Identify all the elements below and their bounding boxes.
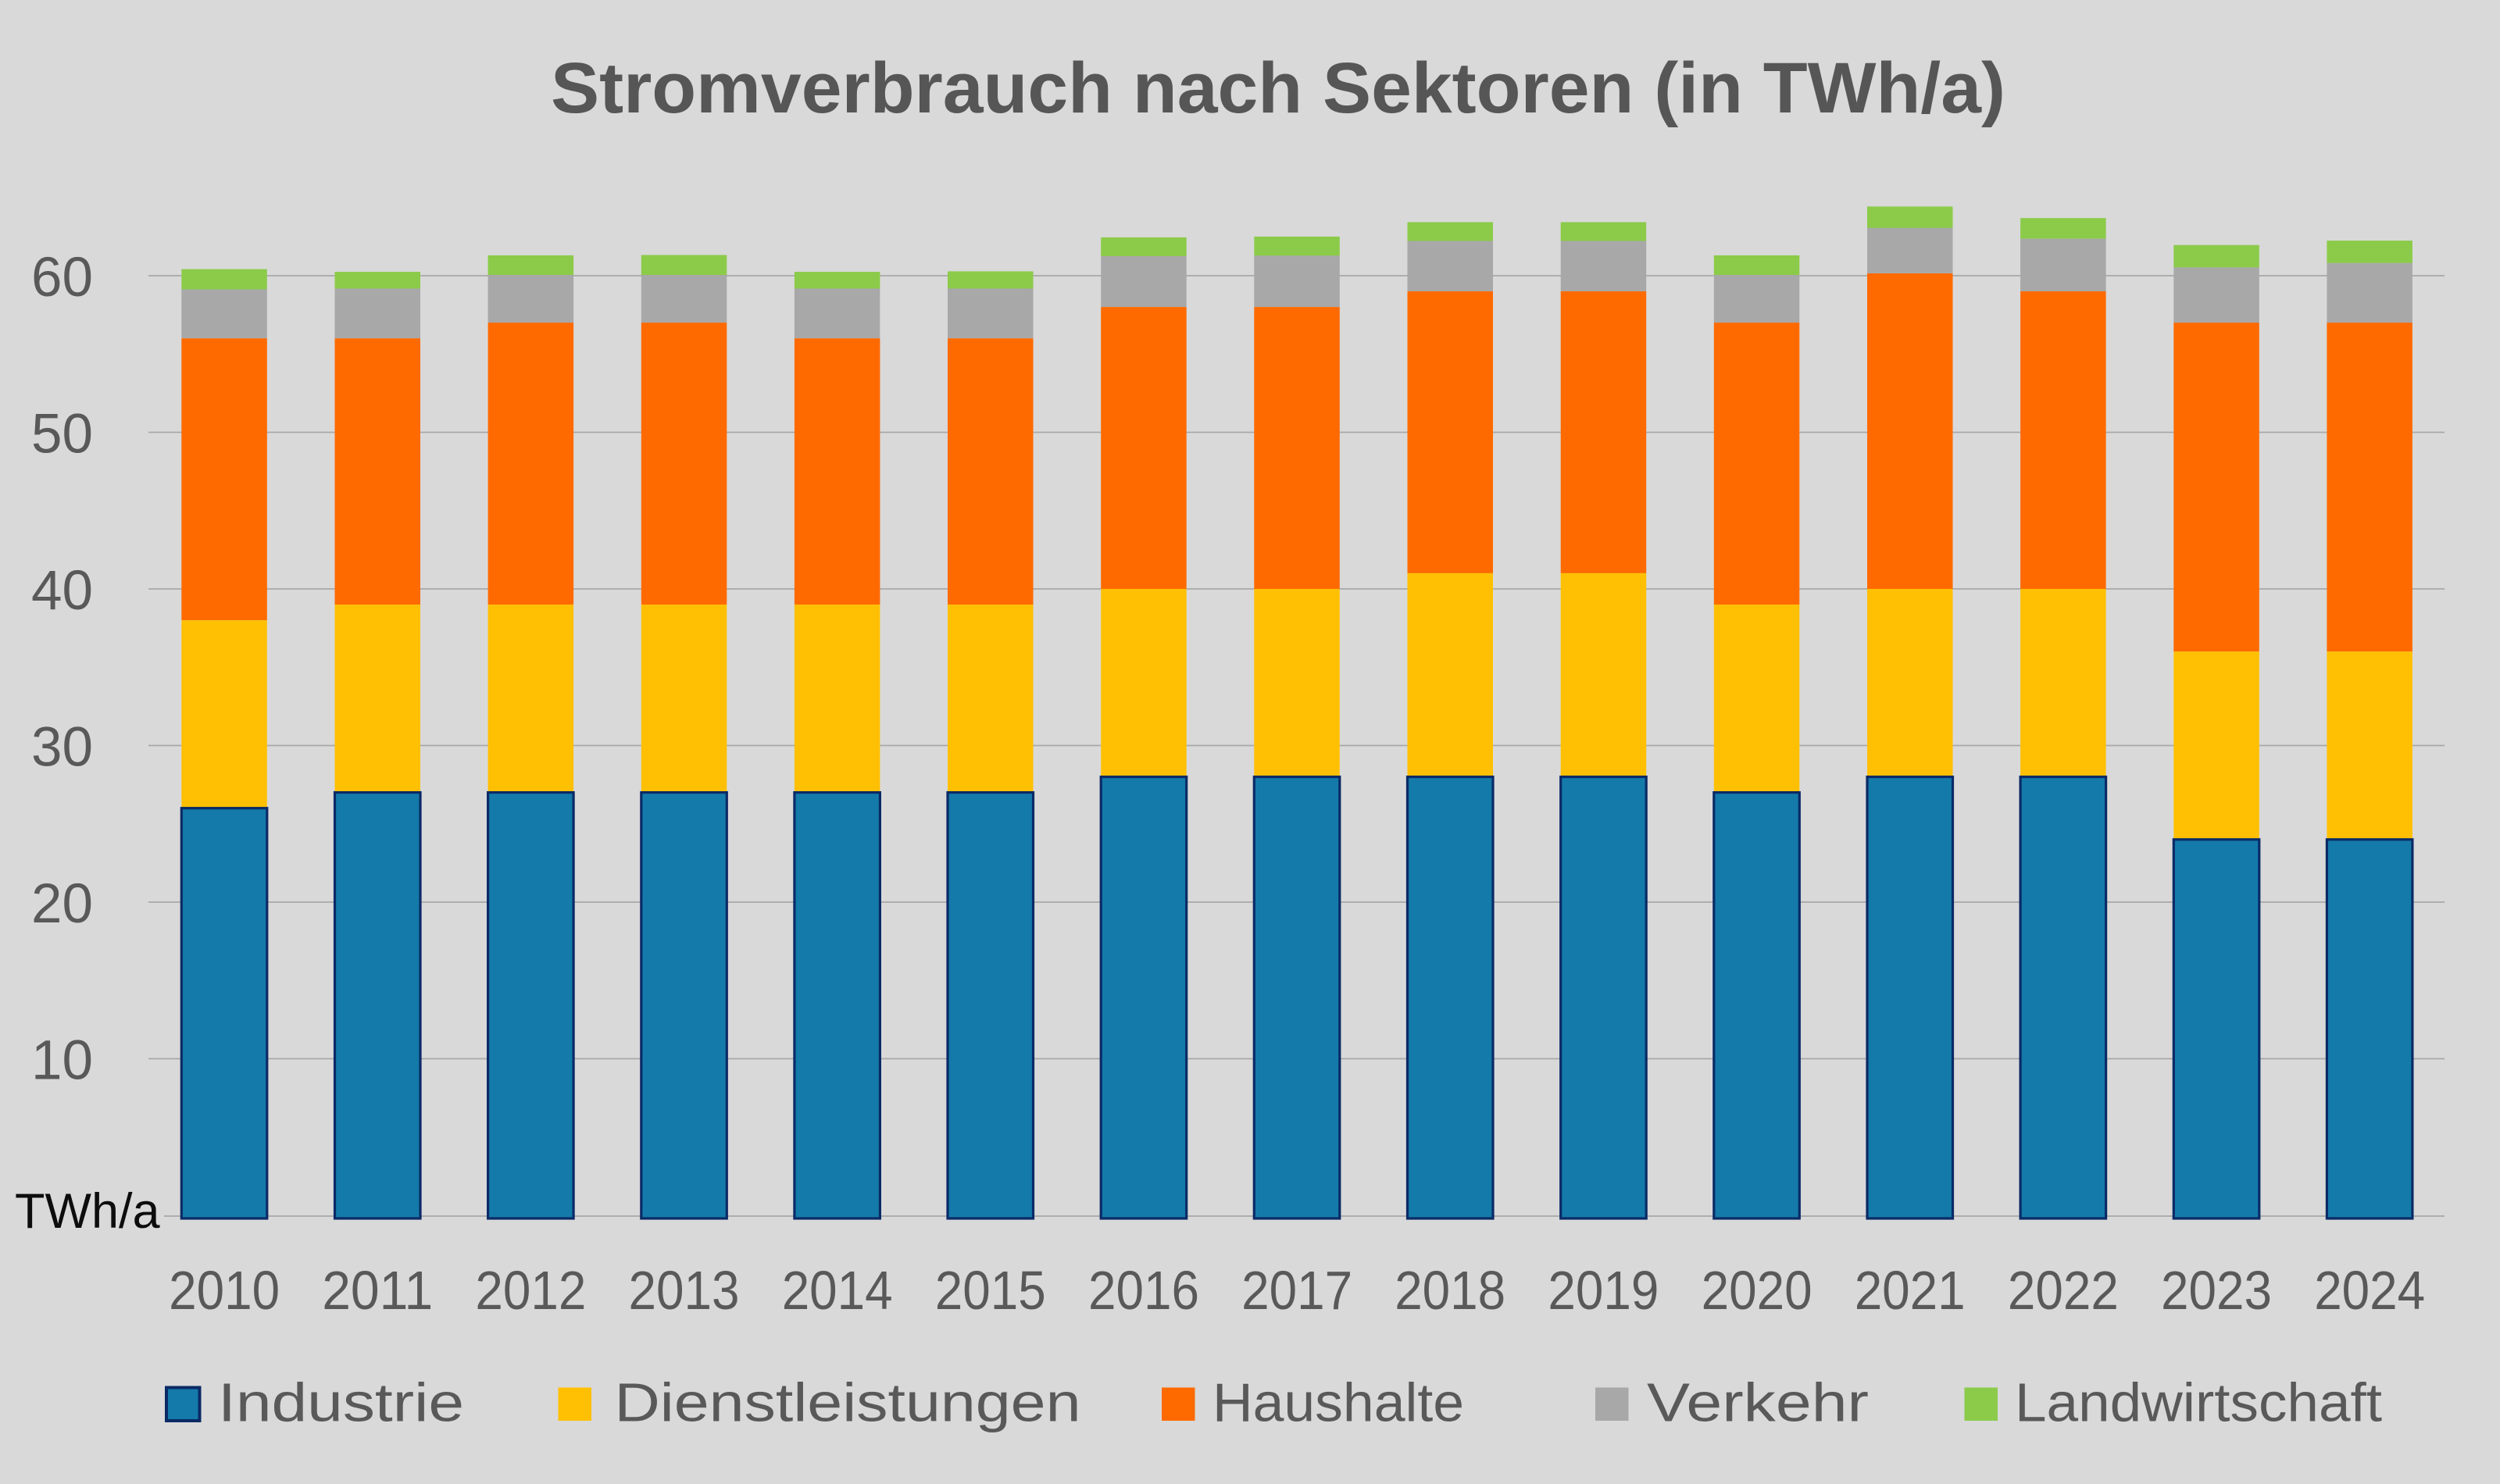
svg-text:40: 40 [31, 560, 93, 622]
svg-text:2022: 2022 [2008, 1260, 2119, 1321]
svg-text:2020: 2020 [1702, 1260, 1812, 1321]
svg-text:20: 20 [31, 873, 93, 935]
svg-text:2016: 2016 [1088, 1260, 1199, 1321]
svg-text:30: 30 [31, 717, 93, 779]
svg-text:2015: 2015 [935, 1260, 1046, 1321]
svg-text:Haushalte: Haushalte [1212, 1372, 1464, 1433]
svg-text:60: 60 [31, 247, 93, 309]
svg-text:2017: 2017 [1241, 1260, 1352, 1321]
svg-text:2012: 2012 [475, 1260, 586, 1321]
svg-text:2010: 2010 [169, 1260, 280, 1321]
svg-text:Industrie: Industrie [218, 1372, 464, 1433]
svg-text:Stromverbrauch nach Sektoren (: Stromverbrauch nach Sektoren (in TWh/a) [551, 48, 2005, 128]
svg-text:Verkehr: Verkehr [1647, 1372, 1869, 1433]
svg-text:50: 50 [31, 404, 93, 466]
svg-text:2013: 2013 [629, 1260, 740, 1321]
svg-text:2019: 2019 [1548, 1260, 1659, 1321]
svg-text:2023: 2023 [2161, 1260, 2272, 1321]
svg-text:10: 10 [31, 1030, 93, 1092]
svg-text:2018: 2018 [1395, 1260, 1505, 1321]
svg-text:2024: 2024 [2314, 1260, 2425, 1321]
svg-text:2011: 2011 [322, 1260, 433, 1321]
svg-text:2021: 2021 [1855, 1260, 1966, 1321]
svg-text:TWh/a: TWh/a [15, 1184, 160, 1239]
svg-text:Landwirtschaft: Landwirtschaft [2015, 1372, 2382, 1433]
svg-text:2014: 2014 [782, 1260, 893, 1321]
svg-text:Dienstleistungen: Dienstleistungen [615, 1372, 1081, 1433]
